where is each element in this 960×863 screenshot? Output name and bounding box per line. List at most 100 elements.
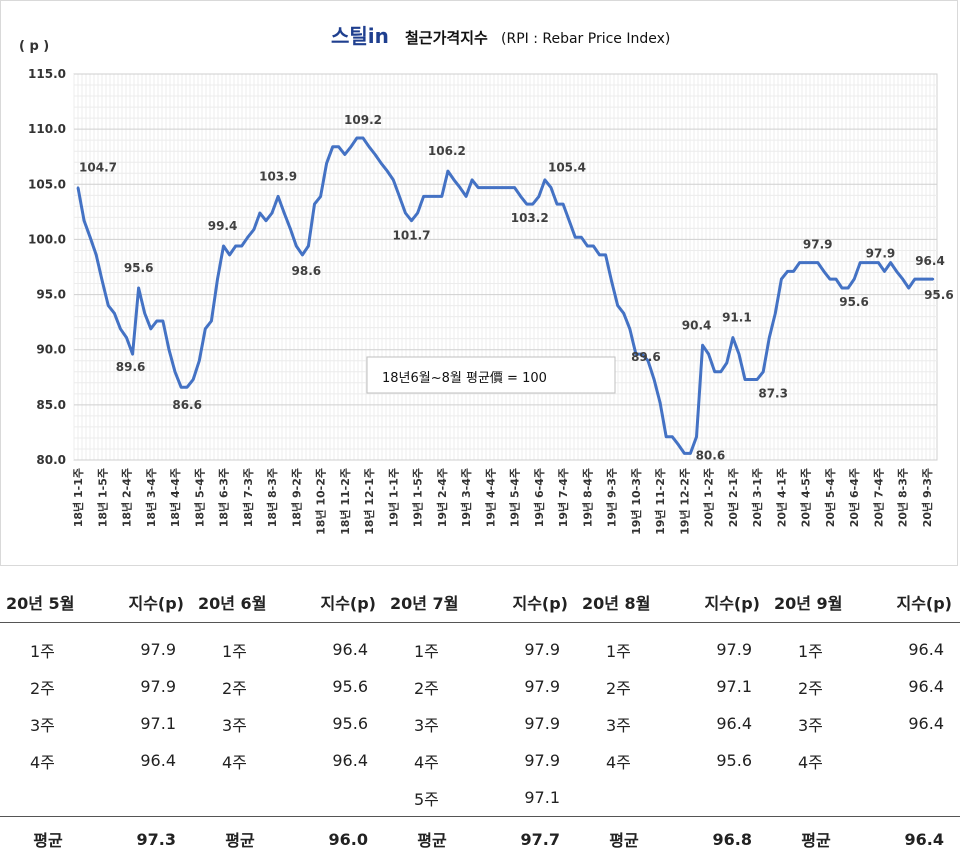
rpi-data-point (762, 370, 765, 373)
rpi-data-point (289, 227, 292, 230)
week-cell (192, 779, 288, 817)
index-value-cell: 97.1 (716, 677, 752, 696)
rpi-data-point (167, 348, 171, 351)
rpi-data-point (804, 261, 807, 264)
x-axis-ticks: 18년 1-1주 18년 1-5주 18년 2-4주 18년 3-4주 18년 4-4주… (71, 468, 934, 535)
index-value-cell: 97.9 (524, 714, 560, 733)
rpi-data-point (895, 270, 898, 273)
average-label: 평균 (0, 816, 96, 861)
average-value: 96.0 (288, 816, 384, 861)
rpi-data-point (731, 336, 735, 339)
week-cell: 1주 (30, 641, 55, 661)
average-value: 97.3 (96, 816, 192, 861)
week-cell: 1주 (414, 641, 439, 661)
x-tick-label: 18년 3-4주 (144, 468, 158, 527)
rpi-data-point (555, 202, 559, 206)
month-header: 20년 8월 (576, 582, 672, 623)
rpi-series-line (76, 136, 933, 455)
x-tick-label: 20년 3-1주 (750, 468, 764, 527)
index-value-cell: 96.4 (908, 640, 944, 659)
rpi-data-point (865, 261, 868, 264)
week-cell: 1주 (222, 641, 247, 661)
index-value-cell: 96.4 (908, 714, 944, 733)
data-label: 96.4 (915, 254, 945, 268)
rpi-data-point (131, 352, 134, 356)
index-value-cell: 97.9 (524, 677, 560, 696)
rpi-data-point (88, 236, 92, 239)
index-header: 지수(p) (480, 582, 576, 623)
table-spacer-row (0, 623, 960, 632)
index-value-cell: 97.9 (524, 751, 560, 770)
average-value: 96.8 (672, 816, 768, 861)
rpi-data-point (901, 277, 904, 281)
index-value-cell: 97.9 (524, 640, 560, 659)
rpi-data-point (604, 253, 607, 257)
x-tick-label: 19년 1-1주 (386, 468, 400, 527)
index-value-cell (864, 742, 960, 779)
week-cell: 1주 (798, 641, 823, 661)
plot-grid (73, 73, 938, 461)
rpi-data-point (379, 162, 383, 165)
y-axis-ticks: 80.0 85.0 90.0 95.0 100.0 105.0 110.0 115.0 (28, 67, 66, 467)
rpi-data-point (137, 286, 140, 290)
rpi-data-point (416, 211, 419, 215)
rpi-data-point (513, 186, 516, 189)
rpi-data-point (101, 280, 104, 283)
rpi-data-point (907, 286, 910, 290)
rpi-data-point (768, 336, 771, 339)
index-value-cell: 95.6 (332, 677, 368, 696)
x-tick-label: 18년 7-3주 (241, 468, 255, 527)
x-tick-label: 20년 2-1주 (726, 468, 740, 527)
rpi-data-point (282, 211, 286, 215)
rpi-data-point (410, 219, 413, 222)
x-tick-label: 19년 6-4주 (532, 468, 546, 527)
rpi-data-point (840, 286, 844, 290)
rpi-data-point (543, 178, 547, 182)
rpi-data-point (798, 261, 801, 264)
rpi-data-point (192, 378, 195, 381)
x-tick-label: 18년 1-1주 (71, 468, 85, 527)
month-header: 20년 7월 (384, 582, 480, 623)
data-label: 97.9 (803, 238, 833, 252)
month-header: 20년 5월 (0, 582, 96, 623)
index-value-cell (864, 779, 960, 817)
rpi-data-point (204, 327, 207, 330)
rpi-data-point (361, 136, 365, 140)
week-cell (0, 779, 96, 817)
rpi-data-point (343, 153, 347, 156)
rpi-data-point (125, 336, 128, 339)
week-cell: 4주 (414, 752, 439, 772)
x-tick-label: 18년 8-3주 (265, 468, 279, 527)
rpi-data-point (567, 219, 571, 222)
rpi-data-point (719, 370, 722, 373)
index-value-cell (96, 779, 192, 817)
rpi-data-point (931, 277, 935, 281)
rpi-data-point (483, 186, 486, 189)
x-tick-label: 19년 2-4주 (435, 468, 449, 527)
x-tick-label: 18년 11-2주 (338, 468, 352, 535)
average-value: 97.7 (480, 816, 576, 861)
rpi-data-point (774, 312, 777, 315)
rpi-data-point (822, 270, 826, 273)
rpi-data-point (913, 277, 917, 281)
rpi-data-point (689, 452, 692, 455)
rpi-data-point (222, 244, 225, 248)
rpi-data-point (452, 178, 456, 182)
y-tick-label: 95.0 (36, 288, 66, 302)
index-value-cell: 97.9 (140, 677, 176, 696)
data-label: 80.6 (696, 448, 726, 462)
index-value-cell (672, 779, 768, 817)
rpi-data-point (210, 319, 213, 323)
index-value-cell: 97.9 (716, 640, 752, 659)
data-label: 103.2 (511, 211, 549, 225)
rpi-data-point (264, 219, 268, 222)
base-note-box (366, 356, 616, 394)
rpi-data-point (501, 186, 504, 189)
average-label: 평균 (576, 816, 672, 861)
rpi-line-chart: 스틸in 철근가격지수 (RPI : Rebar Price Index) ( … (19, 24, 954, 535)
monthly-summary-table: 20년 5월 지수(p) 20년 6월 지수(p) 20년 7월 지수(p) 20년 8월 지… (0, 582, 960, 861)
week-cell: 2주 (798, 678, 823, 698)
rpi-data-point (404, 211, 407, 215)
week-cell: 3주 (30, 715, 55, 735)
rpi-data-point (301, 253, 304, 257)
